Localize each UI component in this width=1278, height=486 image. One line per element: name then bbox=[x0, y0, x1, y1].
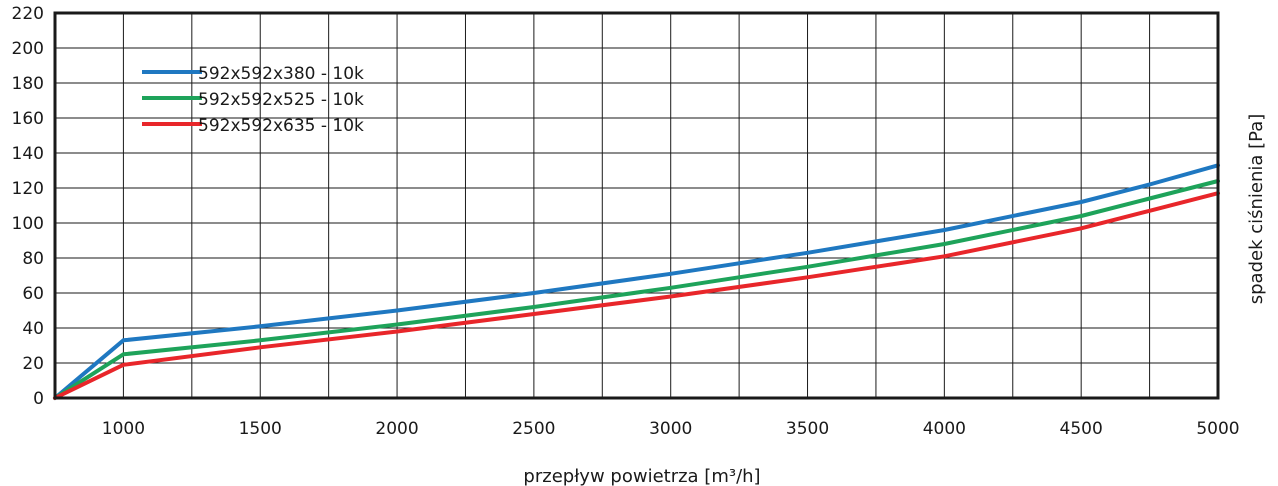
series-line-3 bbox=[53, 191, 1220, 400]
x-tick-label: 5000 bbox=[1196, 419, 1239, 439]
plot-frame bbox=[53, 11, 1220, 400]
y-tick-label: 120 bbox=[12, 179, 44, 199]
y-axis-ticks: 0 20 40 60 80 100 120 140 160 180 200 220 bbox=[12, 4, 44, 409]
y-tick-label: 80 bbox=[22, 249, 44, 269]
legend-label: 592x592x380 - 10k bbox=[198, 64, 364, 84]
y-tick-label: 180 bbox=[12, 74, 44, 94]
x-axis-title: przepływ powietrza [m³/h] bbox=[523, 466, 760, 486]
x-tick-label: 2000 bbox=[375, 419, 418, 439]
legend: 592x592x380 - 10k 592x592x525 - 10k 592x59… bbox=[142, 64, 364, 136]
x-axis-ticks: 1000 1500 2000 2500 3000 3500 4000 4500 5000 bbox=[102, 419, 1240, 439]
series-lines bbox=[53, 163, 1220, 400]
series-line-1 bbox=[53, 163, 1220, 400]
x-tick-label: 3500 bbox=[786, 419, 829, 439]
y-tick-label: 40 bbox=[22, 319, 44, 339]
y-tick-label: 160 bbox=[12, 109, 44, 129]
y-axis-title: spadek ciśnienia [Pa] bbox=[1246, 114, 1267, 305]
series-line-2 bbox=[53, 179, 1220, 400]
x-tick-label: 1500 bbox=[239, 419, 282, 439]
y-tick-label: 200 bbox=[12, 39, 44, 59]
y-tick-label: 0 bbox=[33, 389, 44, 409]
grid bbox=[55, 13, 1218, 398]
y-tick-label: 60 bbox=[22, 284, 44, 304]
x-tick-label: 3000 bbox=[649, 419, 692, 439]
legend-label: 592x592x635 - 10k bbox=[198, 116, 364, 136]
y-tick-label: 100 bbox=[12, 214, 44, 234]
x-tick-label: 4000 bbox=[923, 419, 966, 439]
y-tick-label: 220 bbox=[12, 4, 44, 24]
x-tick-label: 1000 bbox=[102, 419, 145, 439]
legend-label: 592x592x525 - 10k bbox=[198, 90, 364, 110]
x-tick-label: 4500 bbox=[1060, 419, 1103, 439]
x-tick-label: 2500 bbox=[512, 419, 555, 439]
y-tick-label: 140 bbox=[12, 144, 44, 164]
y-tick-label: 20 bbox=[22, 354, 44, 374]
